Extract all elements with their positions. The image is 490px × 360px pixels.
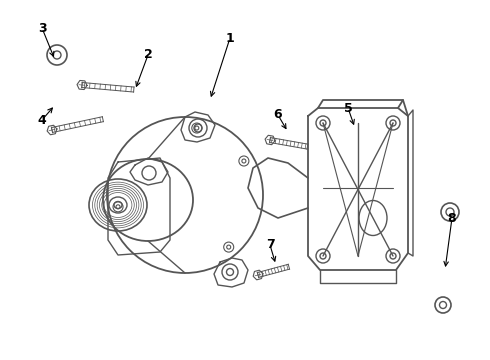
Text: 3: 3 <box>38 22 47 35</box>
Text: 8: 8 <box>448 211 456 225</box>
Text: 2: 2 <box>144 49 152 62</box>
Text: 7: 7 <box>266 238 274 252</box>
Text: 4: 4 <box>38 113 47 126</box>
Text: 6: 6 <box>274 108 282 122</box>
Text: 1: 1 <box>225 31 234 45</box>
Text: 5: 5 <box>343 102 352 114</box>
